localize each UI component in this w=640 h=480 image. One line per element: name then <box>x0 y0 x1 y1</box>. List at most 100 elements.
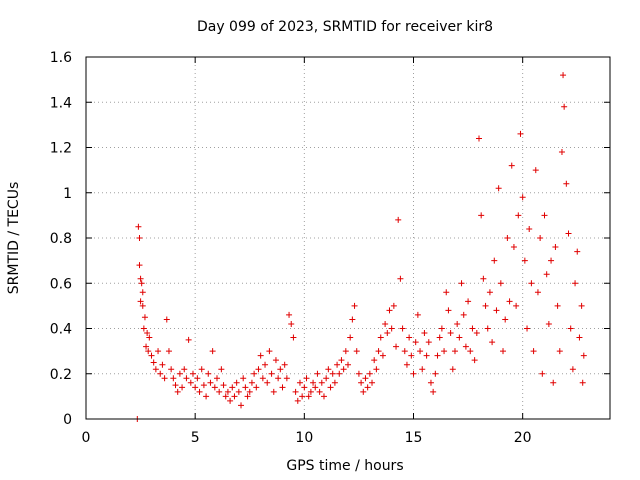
data-point <box>395 216 402 223</box>
data-point <box>530 348 537 355</box>
data-point <box>355 370 362 377</box>
gridlines <box>86 57 610 419</box>
data-point <box>168 366 175 373</box>
data-point <box>427 379 434 386</box>
data-point <box>375 348 382 355</box>
data-point <box>347 334 354 341</box>
data-point <box>406 334 413 341</box>
data-point <box>510 244 517 251</box>
data-point <box>244 393 251 400</box>
y-tick-label: 0.8 <box>50 231 72 247</box>
data-point <box>410 370 417 377</box>
data-point <box>430 388 437 395</box>
data-point <box>399 325 406 332</box>
data-point <box>140 325 147 332</box>
data-point <box>270 388 277 395</box>
data-point <box>574 248 581 255</box>
data-point <box>467 348 474 355</box>
data-point <box>353 348 360 355</box>
y-axis-label: SRMTID / TECUs <box>6 182 22 295</box>
data-point <box>238 402 245 409</box>
data-point <box>579 379 586 386</box>
x-tick-label: 5 <box>191 430 200 446</box>
data-point <box>251 370 258 377</box>
data-point <box>358 379 365 386</box>
data-point <box>172 382 179 389</box>
data-point <box>414 311 421 318</box>
data-point <box>189 370 196 377</box>
data-point <box>290 334 297 341</box>
data-point <box>495 185 502 192</box>
data-point <box>150 359 157 366</box>
data-point <box>257 352 264 359</box>
data-point <box>436 334 443 341</box>
data-point <box>447 330 454 337</box>
data-point <box>534 289 541 296</box>
data-point <box>200 382 207 389</box>
chart-title: Day 099 of 2023, SRMTID for receiver kir… <box>197 19 493 35</box>
data-point <box>152 366 159 373</box>
data-point <box>165 348 172 355</box>
data-point <box>473 330 480 337</box>
data-point <box>323 375 330 382</box>
data-point <box>214 375 220 382</box>
data-point <box>482 302 489 309</box>
data-point <box>327 384 334 391</box>
data-point <box>163 316 170 323</box>
y-tick-label: 0.6 <box>50 276 72 292</box>
data-point <box>141 314 148 321</box>
data-point <box>135 223 142 230</box>
data-point <box>471 357 478 364</box>
data-point <box>515 212 522 219</box>
data-point <box>174 388 181 395</box>
data-point <box>325 366 332 373</box>
x-tick-label: 15 <box>405 430 423 446</box>
data-point <box>554 302 561 309</box>
data-point <box>157 370 164 377</box>
data-point <box>382 320 389 327</box>
data-point <box>331 379 338 386</box>
x-tick-label: 0 <box>82 430 91 446</box>
data-point <box>349 316 356 323</box>
data-point <box>255 366 262 373</box>
data-point <box>469 325 476 332</box>
data-point <box>220 382 227 389</box>
data-point <box>272 357 279 364</box>
data-point <box>432 370 439 377</box>
data-point <box>541 212 548 219</box>
data-point <box>386 307 393 314</box>
data-point <box>519 194 526 201</box>
data-point <box>307 388 314 395</box>
y-tick-label: 1.2 <box>50 141 72 157</box>
data-point <box>266 348 273 355</box>
data-point <box>294 397 301 404</box>
data-point <box>231 393 238 400</box>
data-point <box>558 149 565 156</box>
data-point <box>194 375 201 382</box>
data-point <box>179 384 186 391</box>
data-point <box>563 180 570 187</box>
data-point <box>316 388 323 395</box>
data-point <box>434 352 441 359</box>
data-point <box>275 375 282 382</box>
data-point <box>229 384 236 391</box>
data-point <box>301 384 308 391</box>
data-point <box>137 275 144 282</box>
data-point <box>176 370 183 377</box>
data-point <box>342 348 349 355</box>
data-point <box>222 393 229 400</box>
data-point <box>552 244 559 251</box>
data-point <box>207 379 214 386</box>
data-point <box>264 379 271 386</box>
data-point <box>227 397 234 404</box>
data-point <box>524 325 531 332</box>
data-point <box>248 379 255 386</box>
data-point <box>268 370 275 377</box>
data-point <box>486 289 493 296</box>
data-point <box>288 320 295 327</box>
data-point <box>310 379 317 386</box>
data-point <box>565 230 572 237</box>
data-point <box>283 375 290 382</box>
data-point <box>502 316 509 323</box>
